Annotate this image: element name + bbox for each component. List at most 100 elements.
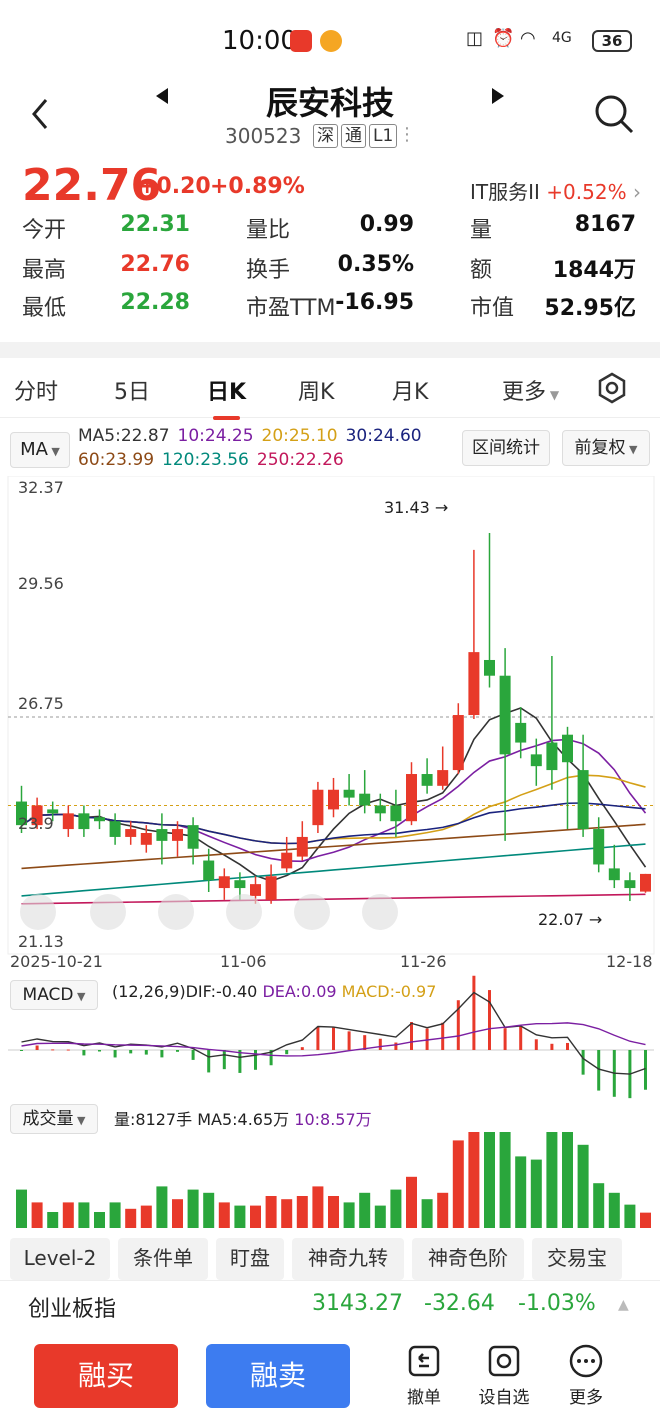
macd-bar xyxy=(254,1050,257,1070)
index-value: 3143.27 xyxy=(312,1291,403,1316)
index-change: -32.64 xyxy=(424,1291,495,1316)
volume-bar xyxy=(577,1144,589,1228)
index-ticker[interactable]: 创业板指 3143.27 -32.64 -1.03% ▲ xyxy=(0,1280,660,1332)
settings-button[interactable] xyxy=(596,372,628,408)
caret-down-icon: ▼ xyxy=(73,1114,86,1127)
tab-more[interactable]: 更多 ▼ xyxy=(502,374,559,406)
candle-body xyxy=(265,876,277,900)
candle-body xyxy=(530,754,542,767)
back-button[interactable] xyxy=(20,94,60,134)
adjust-button[interactable]: 前复权 ▼ xyxy=(562,430,650,466)
tab-magic-color[interactable]: 神奇色阶 xyxy=(412,1238,524,1280)
quote-label: 换手 xyxy=(246,258,291,283)
quote-value: 22.31 xyxy=(120,212,190,237)
status-bar: 10:00 ◫ ⏰ ◠ 4G 36 xyxy=(0,0,660,80)
cancel-order-button[interactable]: 撤单 xyxy=(394,1344,454,1408)
candle-body xyxy=(577,770,589,830)
candle-body xyxy=(31,805,43,826)
macd-bar xyxy=(566,1042,569,1050)
candle-body xyxy=(125,829,137,837)
y-tick-label: 32.37 xyxy=(18,478,64,497)
back-arrow-icon xyxy=(32,99,48,129)
quote-value: 1844万 xyxy=(552,258,636,283)
quote-label: 市值 xyxy=(470,296,515,321)
chart-nav-button xyxy=(90,894,126,930)
chart-nav-button xyxy=(294,894,330,930)
macd-bar xyxy=(269,1050,273,1066)
market-tag: 深 xyxy=(313,124,338,148)
add-watchlist-button[interactable]: 设自选 xyxy=(474,1344,534,1408)
caret-down-icon: ▼ xyxy=(625,443,638,456)
macd-dif: DIF:-0.40 xyxy=(185,982,258,1001)
ma120-line xyxy=(21,843,646,897)
volume-bar xyxy=(546,1132,558,1228)
tab-conditional-order[interactable]: 条件单 xyxy=(118,1238,208,1280)
volume-bar xyxy=(125,1208,137,1228)
macd-bar xyxy=(347,1031,351,1050)
margin-buy-button[interactable]: 融买 xyxy=(34,1344,178,1408)
macd-bar xyxy=(456,1000,460,1050)
tab-daily-k[interactable]: 日K xyxy=(207,374,246,420)
candle-body xyxy=(109,821,121,837)
page-title: 辰安科技 xyxy=(265,84,394,122)
candle-body xyxy=(452,715,464,771)
kline-chart[interactable] xyxy=(0,476,660,1236)
margin-sell-button[interactable]: 融卖 xyxy=(206,1344,350,1408)
macd-bar xyxy=(82,1050,86,1056)
more-button[interactable]: 更多 xyxy=(556,1344,616,1408)
chart-nav-button xyxy=(158,894,194,930)
battery-icon: 36 xyxy=(592,30,632,52)
y-tick-label: 21.13 xyxy=(18,932,64,951)
ma5-line xyxy=(21,707,647,882)
macd-bar xyxy=(534,1039,538,1050)
search-button[interactable] xyxy=(592,92,636,136)
ma-value: 30:24.60 xyxy=(345,426,422,446)
candle-body xyxy=(16,801,27,826)
tab-magic-nine[interactable]: 神奇九转 xyxy=(292,1238,404,1280)
macd-params: (12,26,9) xyxy=(112,982,186,1001)
volume-ma10: 10:8.57万 xyxy=(294,1110,372,1129)
cancel-order-label: 撤单 xyxy=(407,1388,441,1408)
tab-trade-box[interactable]: 交易宝 xyxy=(532,1238,622,1280)
volume-bar xyxy=(78,1202,90,1228)
add-watchlist-label: 设自选 xyxy=(478,1388,530,1408)
tab-monthly-k[interactable]: 月K xyxy=(392,380,429,405)
macd-bar xyxy=(66,1049,70,1051)
candle-body xyxy=(187,825,199,849)
macd-bar xyxy=(581,1050,585,1075)
candle-body xyxy=(421,774,433,786)
tab-weekly-k[interactable]: 周K xyxy=(298,380,335,405)
candle-body xyxy=(250,884,261,896)
ma-selector[interactable]: MA ▼ xyxy=(10,432,70,468)
next-stock-button[interactable] xyxy=(488,86,508,106)
macd-bar xyxy=(316,1026,320,1050)
range-stats-button[interactable]: 区间统计 xyxy=(462,430,550,466)
volume-bar xyxy=(16,1189,27,1228)
macd-selector[interactable]: MACD ▼ xyxy=(10,980,98,1010)
current-price: 22.76 xyxy=(22,160,162,211)
ma-legend: MA ▼ MA5:22.87 10:24.25 20:25.10 30:24.60 6… xyxy=(0,420,660,476)
volume-bar xyxy=(140,1205,152,1228)
macd-value: MACD:-0.97 xyxy=(341,982,437,1001)
macd-bar xyxy=(222,1050,226,1070)
candle-body xyxy=(140,833,152,845)
price-change: +0.20 xyxy=(138,174,211,199)
candle-body xyxy=(203,860,215,881)
volume-selector[interactable]: 成交量 ▼ xyxy=(10,1104,98,1134)
hexagon-settings-icon xyxy=(598,372,626,404)
chart-nav-button xyxy=(20,894,56,930)
max-price-label: 31.43 → xyxy=(384,498,449,517)
ma30-line xyxy=(21,802,646,845)
price-change-pct: +0.89% xyxy=(210,174,305,199)
candle-body xyxy=(515,722,527,743)
industry-link[interactable]: IT服务II +0.52% › xyxy=(470,176,641,205)
volume-bar xyxy=(172,1199,183,1228)
tab-watch-board[interactable]: 盯盘 xyxy=(216,1238,284,1280)
tab-5day[interactable]: 5日 xyxy=(114,380,150,405)
tab-intraday[interactable]: 分时 xyxy=(14,380,59,405)
ma-selector-label: MA xyxy=(20,439,48,460)
tab-level2[interactable]: Level-2 xyxy=(10,1238,110,1280)
prev-stock-button[interactable] xyxy=(152,86,172,106)
ma60-line xyxy=(21,823,646,870)
quote-label: 今开 xyxy=(22,218,67,243)
